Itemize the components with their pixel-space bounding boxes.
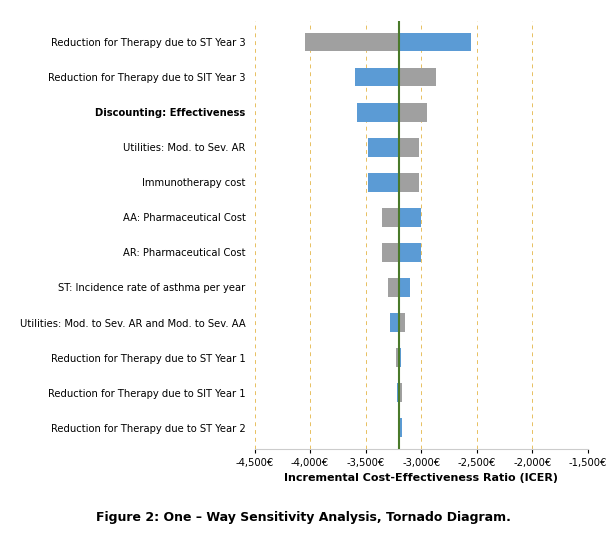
Bar	[399, 313, 405, 332]
Text: Figure 2: One – Way Sensitivity Analysis, Tornado Diagram.: Figure 2: One – Way Sensitivity Analysis…	[96, 512, 510, 524]
Bar	[398, 419, 399, 437]
Bar	[399, 383, 402, 402]
Bar	[368, 174, 399, 192]
Bar	[399, 244, 421, 262]
Bar	[382, 244, 399, 262]
Bar	[399, 278, 410, 296]
Bar	[397, 383, 399, 402]
Bar	[390, 313, 399, 332]
Bar	[355, 68, 399, 87]
Bar	[368, 138, 399, 156]
Bar	[396, 348, 399, 367]
Bar	[399, 68, 436, 87]
Bar	[399, 348, 401, 367]
Bar	[399, 138, 419, 156]
Bar	[399, 33, 471, 51]
Bar	[388, 278, 399, 296]
Bar	[357, 103, 399, 122]
Bar	[304, 33, 399, 51]
Bar	[399, 174, 419, 192]
Bar	[382, 208, 399, 226]
Bar	[399, 208, 421, 226]
Bar	[399, 419, 402, 437]
X-axis label: Incremental Cost-Effectiveness Ratio (ICER): Incremental Cost-Effectiveness Ratio (IC…	[284, 473, 558, 483]
Bar	[399, 103, 427, 122]
